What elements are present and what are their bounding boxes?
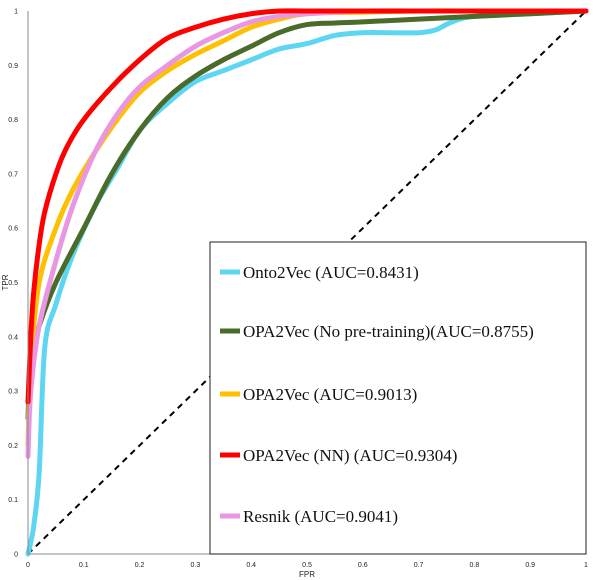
x-axis-title: FPR [299,570,315,579]
x-tick-label: 1 [584,562,588,569]
x-tick-label: 0.4 [246,562,256,569]
legend-box [209,241,587,555]
y-tick-label: 0.9 [8,63,18,70]
legend-label-opa2vec-no-pretraining: OPA2Vec (No pre-training)(AUC=0.8755) [243,322,534,341]
x-tick-label: 0.3 [191,562,201,569]
y-axis-title: TPR [1,274,10,290]
x-tick-label: 0.6 [358,562,368,569]
x-tick-label: 0.7 [414,562,424,569]
legend-label-opa2vec: OPA2Vec (AUC=0.9013) [243,385,417,404]
legend-label-onto2vec: Onto2Vec (AUC=0.8431) [243,263,419,282]
x-tick-label: 0.8 [470,562,480,569]
y-tick-label: 0.3 [8,389,18,396]
y-tick-label: 0.4 [8,334,18,341]
x-tick-label: 0.1 [79,562,89,569]
series-line-opa2vec-nn [25,8,589,405]
y-tick-label: 0 [14,552,18,559]
legend-label-resnik: Resnik (AUC=0.9041) [243,507,398,526]
series-layer [25,8,589,557]
x-tick-label: 0.2 [135,562,145,569]
y-tick-label: 0.8 [8,117,18,124]
series-line-onto2vec [25,8,589,557]
x-tick-label: 0.5 [302,562,312,569]
x-tick-labels: 0 0.1 0.2 0.3 0.4 0.5 0.6 0.7 0.8 0.9 1 [26,562,588,569]
series-line-opa2vec-no-pretraining [25,8,589,421]
y-tick-label: 1 [14,9,18,16]
legend-label-opa2vec-nn: OPA2Vec (NN) (AUC=0.9304) [243,446,457,465]
x-tick-label: 0 [26,562,30,569]
y-tick-label: 0.7 [8,171,18,178]
x-tick-label: 0.9 [525,562,535,569]
y-tick-label: 0.5 [8,280,18,287]
y-tick-label: 0.2 [8,443,18,450]
y-tick-label: 0.6 [8,226,18,233]
y-tick-label: 0.1 [8,497,18,504]
y-tick-labels: 0 0.1 0.2 0.3 0.4 0.5 0.6 0.7 0.8 0.9 1 [8,9,18,559]
legend: Onto2Vec (AUC=0.8431) OPA2Vec (No pre-tra… [209,241,587,555]
legend-items: Onto2Vec (AUC=0.8431) OPA2Vec (No pre-tra… [220,263,534,526]
